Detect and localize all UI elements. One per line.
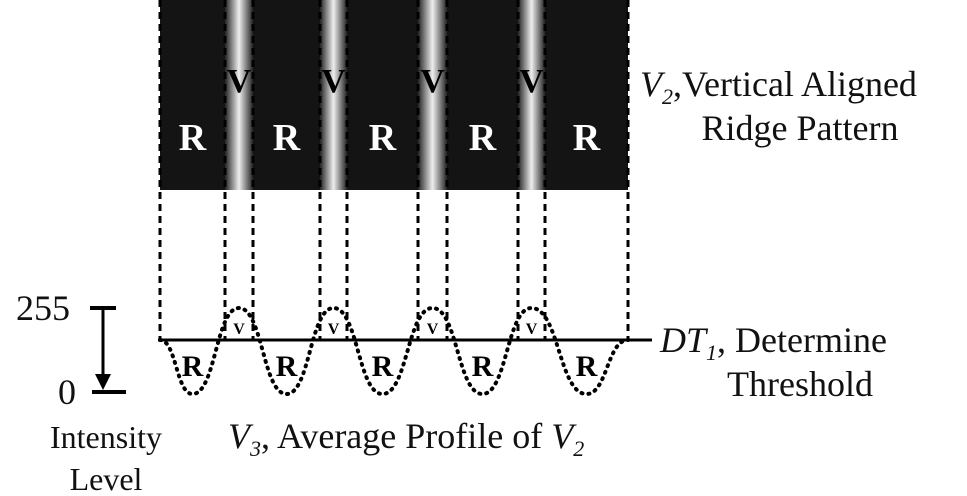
ridge-label: R	[469, 117, 497, 159]
ridge-block	[347, 0, 418, 190]
ridge-block	[253, 0, 320, 190]
diagram: RRRRRVVVV RRRRRVVVV 255 0 Intensity Leve…	[0, 0, 967, 496]
ridge-label: R	[369, 117, 397, 159]
ridge-label: R	[273, 117, 301, 159]
max-label: 255	[16, 288, 70, 328]
ridge-block	[447, 0, 518, 190]
pattern-label: V2,Vertical Aligned	[640, 64, 917, 109]
valley-label: V	[420, 63, 445, 100]
symbol: DT	[659, 320, 709, 360]
profile-curve	[160, 308, 628, 394]
profile-ridge-label: R	[182, 350, 204, 383]
valley-label: V	[227, 63, 252, 100]
profile: R R R R R V V V V	[160, 308, 628, 394]
ridge-label: R	[179, 117, 207, 159]
valley-label: V	[321, 63, 346, 100]
threshold-label: DT1, Determine	[659, 320, 887, 365]
profile-ridge-label: R	[372, 350, 394, 383]
profile-valley-label: V	[233, 321, 245, 338]
ridge-block	[545, 0, 628, 190]
profile-label: V3, Average Profile of V2	[228, 416, 584, 461]
min-label: 0	[58, 372, 76, 412]
profile-ridge-label: R	[472, 350, 494, 383]
subscript: 1	[706, 340, 717, 365]
text: ,Vertical Aligned	[673, 64, 917, 104]
profile-valley-label: V	[328, 321, 340, 338]
profile-valley-label: V	[427, 321, 439, 338]
intensity-line1: Intensity	[50, 419, 162, 455]
ridge-block	[160, 0, 225, 190]
intensity-line2: Level	[70, 461, 143, 496]
ridge-label: R	[573, 117, 601, 159]
profile-ridge-label: R	[576, 350, 598, 383]
subscript: 2	[573, 436, 584, 461]
pattern-line2: Ridge Pattern	[702, 108, 899, 148]
threshold-line2: Threshold	[727, 364, 873, 404]
profile-valley-label: V	[526, 321, 538, 338]
text: , Determine	[717, 320, 887, 360]
text: , Average Profile of	[261, 416, 551, 456]
arrow-head	[95, 374, 111, 390]
profile-ridge-label: R	[276, 350, 298, 383]
valley-label: V	[519, 63, 544, 100]
subscript: 3	[249, 436, 261, 461]
subscript: 2	[662, 84, 673, 109]
